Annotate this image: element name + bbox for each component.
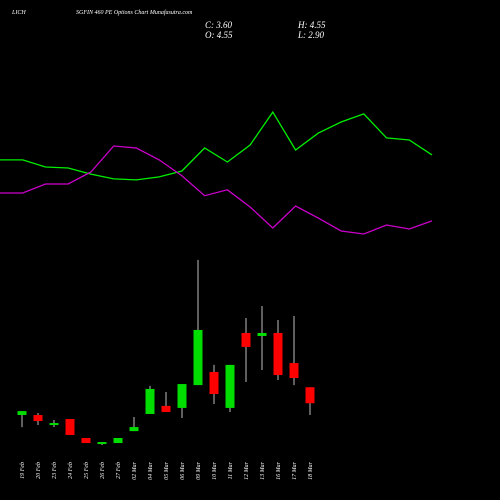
candle-body: [33, 414, 43, 422]
candle-body: [273, 332, 283, 375]
ohlc-low: L: 2.90: [297, 30, 325, 40]
x-tick-label: 11 Mar: [228, 461, 234, 479]
candle-body: [209, 371, 219, 394]
ohlc-open: O: 4.55: [205, 30, 233, 40]
x-tick-label: 17 Mar: [292, 461, 298, 479]
x-tick-label: 20 Feb: [36, 462, 42, 479]
candle-body: [241, 332, 251, 347]
candle-body: [289, 363, 299, 379]
candle-body: [145, 388, 155, 414]
candle-body: [49, 423, 59, 426]
ohlc-high: H: 4.55: [297, 20, 326, 30]
ohlc-close: C: 3.60: [205, 20, 233, 30]
x-tick-label: 06 Mar: [180, 461, 186, 479]
x-tick-label: 25 Feb: [84, 462, 90, 479]
candle-body: [305, 387, 315, 404]
x-tick-label: 09 Mar: [196, 461, 202, 479]
candle-body: [193, 329, 203, 386]
chart-title: SGFIN 460 PE Options Chart Munafasutra.c…: [76, 9, 193, 16]
x-tick-label: 10 Mar: [212, 461, 218, 479]
x-tick-label: 27 Feb: [116, 462, 122, 479]
candle-body: [161, 405, 171, 412]
x-tick-label: 24 Feb: [67, 462, 74, 479]
x-tick-label: 13 Mar: [260, 461, 266, 479]
indicator-line: [0, 145, 433, 235]
x-tick-label: 18 Mar: [308, 461, 314, 479]
x-tick-label: 04 Mar: [147, 461, 154, 479]
x-tick-label: 02 Mar: [132, 461, 138, 479]
x-tick-label: 05 Mar: [164, 461, 170, 479]
x-tick-label: 16 Mar: [276, 461, 282, 479]
x-tick-label: 26 Feb: [100, 462, 106, 479]
candle-body: [257, 332, 267, 337]
candle-body: [17, 411, 27, 415]
candle-body: [97, 442, 107, 445]
candle-body: [81, 437, 91, 444]
indicator-line: [0, 110, 433, 181]
chart-title: LICH: [11, 10, 26, 16]
candle-body: [65, 419, 75, 435]
x-tick-label: 12 Mar: [244, 461, 250, 479]
candle-body: [177, 384, 187, 408]
candle-body: [129, 427, 139, 432]
candle-body: [113, 437, 123, 444]
x-tick-label: 19 Feb: [20, 462, 26, 479]
candle-body: [225, 364, 235, 408]
x-tick-label: 23 Feb: [52, 462, 58, 479]
